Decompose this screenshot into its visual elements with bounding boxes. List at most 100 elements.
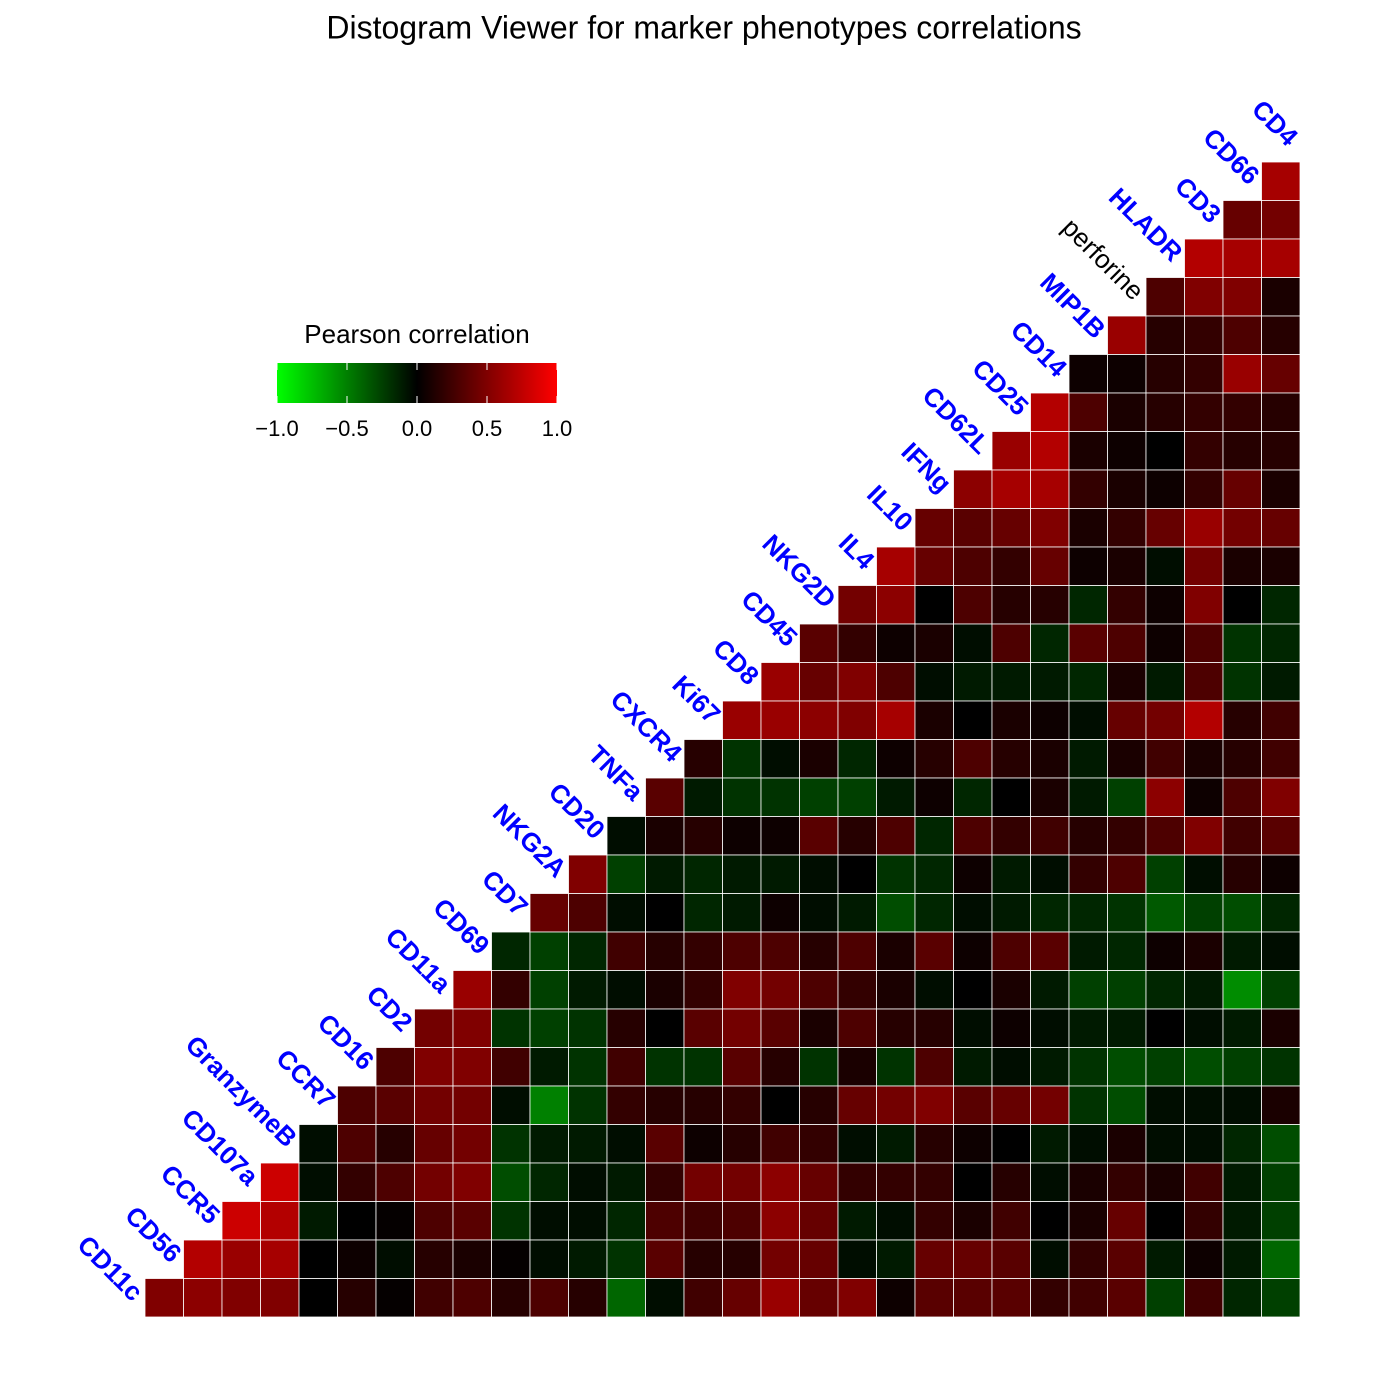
heatmap-cell (876, 1047, 916, 1087)
heatmap-cell (722, 1201, 762, 1241)
heatmap-cell (991, 1278, 1031, 1318)
heatmap-cell (760, 1047, 800, 1087)
heatmap-cell (1184, 700, 1224, 740)
heatmap-cell (1068, 700, 1108, 740)
heatmap-cell (298, 1239, 338, 1279)
heatmap-cell (1107, 1201, 1147, 1241)
heatmap-cell (991, 1124, 1031, 1164)
heatmap-cell (1107, 508, 1147, 548)
heatmap-cell (837, 816, 877, 856)
heatmap-cell (606, 1047, 646, 1087)
heatmap-cell (953, 1124, 993, 1164)
heatmap-cell (1107, 662, 1147, 702)
heatmap-cell (1261, 1008, 1301, 1048)
heatmap-cell (1068, 585, 1108, 625)
heatmap-cell (837, 1085, 877, 1125)
heatmap-cell (799, 739, 839, 779)
heatmap-cell (144, 1278, 184, 1318)
heatmap-cell (1068, 854, 1108, 894)
heatmap-cell (1030, 392, 1070, 432)
heatmap-cell (876, 739, 916, 779)
heatmap-cell (1222, 238, 1262, 278)
heatmap-cell (1030, 1162, 1070, 1202)
heatmap-cell (260, 1162, 300, 1202)
heatmap-cell (1030, 739, 1070, 779)
heatmap-cell (1107, 354, 1147, 394)
heatmap-cell (1030, 1047, 1070, 1087)
heatmap-cell (683, 816, 723, 856)
heatmap-cell (1261, 354, 1301, 394)
heatmap-cell (491, 1008, 531, 1048)
heatmap-cell (760, 1124, 800, 1164)
heatmap-cell (568, 1162, 608, 1202)
heatmap-cell (221, 1201, 261, 1241)
heatmap-cell (1222, 585, 1262, 625)
heatmap-cell (568, 1239, 608, 1279)
heatmap-cell (1107, 777, 1147, 817)
heatmap-cell (1107, 623, 1147, 663)
heatmap-cell (914, 585, 954, 625)
heatmap-cell (1184, 623, 1224, 663)
heatmap-cell (568, 1278, 608, 1318)
heatmap-cell (1107, 1008, 1147, 1048)
heatmap-cell (876, 777, 916, 817)
heatmap-cell (991, 816, 1031, 856)
heatmap-cell (837, 854, 877, 894)
heatmap-cell (760, 1278, 800, 1318)
heatmap-cell (529, 893, 569, 933)
heatmap-cell (837, 777, 877, 817)
heatmap-cell (452, 970, 492, 1010)
heatmap-cell (645, 777, 685, 817)
heatmap-cell (529, 1008, 569, 1048)
heatmap-cell (1145, 893, 1185, 933)
heatmap-cell (683, 893, 723, 933)
heatmap-cell (1261, 777, 1301, 817)
heatmap-cell (1222, 392, 1262, 432)
heatmap-cell (1030, 1201, 1070, 1241)
heatmap-cell (799, 893, 839, 933)
heatmap-cell (914, 1278, 954, 1318)
heatmap-cell (876, 1162, 916, 1202)
heatmap-cell (1068, 1008, 1108, 1048)
heatmap-cell (1222, 931, 1262, 971)
heatmap-cell (991, 546, 1031, 586)
heatmap-cell (991, 1047, 1031, 1087)
heatmap-cell (991, 1201, 1031, 1241)
heatmap-cell (1107, 854, 1147, 894)
heatmap-cell (606, 1239, 646, 1279)
heatmap-cell (953, 662, 993, 702)
heatmap-cell (837, 1008, 877, 1048)
heatmap-cell (799, 1239, 839, 1279)
heatmap-cell (1261, 200, 1301, 240)
heatmap-cell (1222, 546, 1262, 586)
heatmap-cell (799, 931, 839, 971)
heatmap-cell (914, 662, 954, 702)
heatmap-cell (221, 1239, 261, 1279)
heatmap-cell (837, 623, 877, 663)
heatmap-cell (914, 739, 954, 779)
heatmap-cell (645, 1278, 685, 1318)
heatmap-cell (953, 816, 993, 856)
heatmap-cell (991, 1085, 1031, 1125)
heatmap-cell (1107, 546, 1147, 586)
heatmap-cell (799, 1201, 839, 1241)
heatmap-cell (452, 1239, 492, 1279)
heatmap-cell (529, 1085, 569, 1125)
heatmap-cell (991, 854, 1031, 894)
heatmap-cell (914, 816, 954, 856)
heatmap-cell (491, 1278, 531, 1318)
heatmap-cell (491, 1124, 531, 1164)
heatmap-cell (914, 623, 954, 663)
heatmap-cell (1184, 1239, 1224, 1279)
heatmap-cell (914, 1162, 954, 1202)
heatmap-cell (1222, 700, 1262, 740)
heatmap-cell (722, 739, 762, 779)
heatmap-cell (645, 854, 685, 894)
heatmap-cell (1184, 1008, 1224, 1048)
heatmap-cell (529, 1239, 569, 1279)
colorbar-tick-label: 0.0 (402, 416, 433, 441)
heatmap-cell (1107, 1085, 1147, 1125)
heatmap-cell (953, 1201, 993, 1241)
heatmap-cell (991, 623, 1031, 663)
heatmap-cell (260, 1278, 300, 1318)
